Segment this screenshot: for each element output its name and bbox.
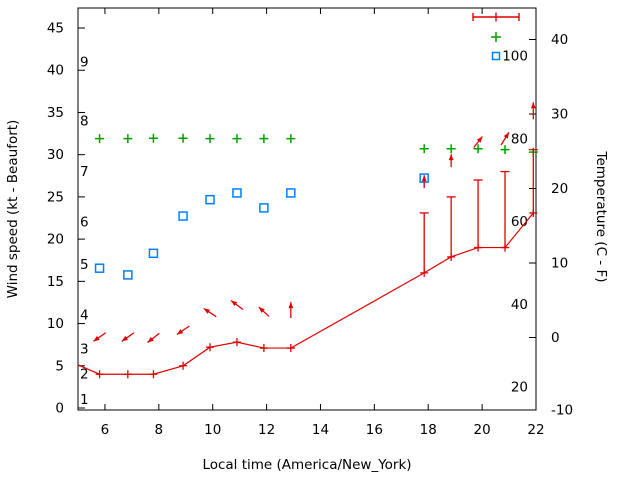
y-left-tick-label: 25 [47, 189, 64, 205]
pressure-point [446, 144, 456, 154]
wind-direction-arrow-head [258, 307, 265, 313]
temperature-point [259, 203, 269, 213]
fahrenheit-scale-label: 40 [511, 297, 528, 313]
pressure-point [123, 134, 133, 144]
y-right-tick-label: 30 [551, 107, 568, 123]
fahrenheit-scale-label: 20 [511, 380, 528, 396]
beaufort-scale-label: 3 [80, 341, 89, 357]
wind-speed-marker [501, 243, 510, 252]
wind-speed-marker [447, 252, 456, 261]
pressure-plus-sample-icon [491, 32, 501, 42]
beaufort-scale-label: 6 [80, 215, 89, 231]
wind-speed-marker [529, 208, 538, 217]
wind-direction-arrow-head [448, 154, 454, 161]
y-right-tick-label: 20 [551, 181, 568, 197]
beaufort-scale-label: 9 [80, 54, 89, 70]
y-axis-label-wind-speed: Wind speed (kt - Beaufort) [5, 119, 21, 299]
y-left-tick-label: 20 [47, 232, 64, 248]
x-tick-label: 18 [420, 422, 437, 438]
wind-direction-arrow-head [503, 132, 509, 139]
y2-axis-label-temperature: Temperature (C - F) [593, 151, 609, 283]
wind-speed-marker [179, 361, 188, 370]
x-tick-label: 22 [527, 422, 544, 438]
y-left-tick-label: 5 [55, 358, 64, 374]
x-tick-label: 12 [258, 422, 275, 438]
wind-speed-marker [474, 243, 483, 252]
wind-speed-marker [123, 370, 132, 379]
y-left-tick-label: 45 [47, 21, 64, 37]
fahrenheit-scale-label: 60 [511, 214, 528, 230]
beaufort-scale-label: 8 [80, 113, 89, 129]
pressure-point [148, 133, 158, 143]
pressure-point [232, 134, 242, 144]
wind-direction-arrow-head [421, 175, 427, 182]
x-tick-label: 8 [155, 422, 164, 438]
y-right-tick-label: 0 [551, 330, 560, 346]
fahrenheit-scale-label: 100 [502, 49, 528, 65]
x-tick-label: 16 [366, 422, 383, 438]
wind-direction-arrow-head [121, 335, 129, 342]
temperature-point [123, 270, 133, 280]
pressure-point [473, 144, 483, 154]
wind-direction-arrow-head [476, 136, 483, 143]
pressure-point [95, 134, 105, 144]
beaufort-scale-label: 1 [80, 392, 89, 408]
pressure-point [500, 145, 510, 155]
temperature-point [148, 248, 159, 259]
wind-direction-arrow-head [288, 302, 294, 309]
wind-direction-arrow-head [230, 300, 238, 307]
beaufort-scale-label: 2 [80, 367, 89, 383]
wind-direction-arrow-head [203, 308, 211, 314]
x-tick-label: 10 [204, 422, 221, 438]
wind-speed-marker [286, 344, 295, 353]
wind-errorbar-sample-icon [472, 12, 520, 22]
y-left-tick-label: 15 [47, 274, 64, 290]
wind-speed-marker [232, 338, 241, 347]
pressure-point [259, 134, 269, 144]
temperature-point [178, 211, 188, 221]
y-left-tick-label: 0 [55, 401, 64, 417]
wind-speed-line [77, 212, 534, 375]
y-left-tick-label: 35 [47, 105, 64, 121]
wind-speed-marker [149, 370, 158, 379]
beaufort-scale-label: 5 [80, 257, 89, 273]
temperature-point [232, 188, 242, 198]
wind-speed-marker [206, 343, 215, 352]
temperature-square-sample-icon [491, 51, 501, 61]
temperature-point [286, 188, 296, 198]
pressure-point [286, 134, 296, 144]
temperature-point [205, 194, 215, 205]
y-right-tick-label: 10 [551, 256, 568, 272]
wind-direction-arrow-head [93, 335, 100, 342]
wind-speed-marker [420, 268, 429, 277]
y-right-tick-label: -10 [551, 403, 573, 419]
wind-direction-arrow-head [530, 102, 536, 109]
x-tick-label: 6 [101, 422, 110, 438]
y-left-tick-label: 40 [47, 63, 64, 79]
wind-direction-arrow-head [147, 336, 154, 343]
pressure-point [419, 144, 429, 154]
y-left-tick-label: 30 [47, 147, 64, 163]
beaufort-scale-label: 4 [80, 308, 89, 324]
x-tick-label: 20 [474, 422, 491, 438]
beaufort-scale-label: 7 [80, 164, 89, 180]
temperature-point [94, 263, 105, 273]
y-right-tick-label: 40 [551, 32, 568, 48]
wind-direction-arrow-head [176, 329, 184, 335]
pressure-point [205, 134, 215, 144]
pressure-point [178, 133, 188, 143]
x-axis-label: Local time (America/New_York) [202, 457, 412, 473]
plot-border [77, 7, 537, 411]
fahrenheit-scale-label: 80 [511, 131, 528, 147]
x-tick-label: 14 [312, 422, 329, 438]
wind-speed-marker [95, 370, 104, 379]
wind-speed-marker [259, 344, 268, 353]
y-left-tick-label: 10 [47, 316, 64, 332]
